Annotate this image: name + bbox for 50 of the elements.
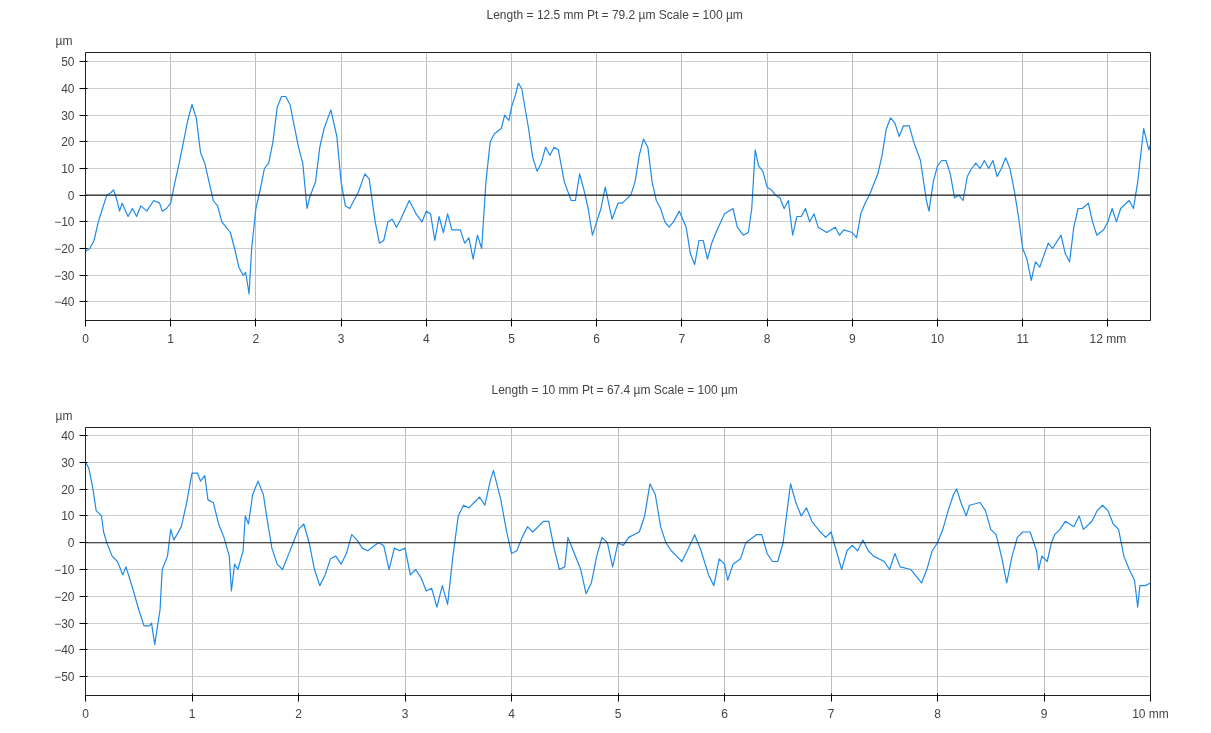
x-tick-label: 12 mm xyxy=(1089,331,1127,346)
y-tick-label: −10 xyxy=(54,563,75,578)
x-tick-label: 9 xyxy=(1040,706,1048,721)
y-tick-label: −30 xyxy=(54,268,75,283)
line-series xyxy=(85,461,1151,646)
y-tick-label: −40 xyxy=(54,295,75,310)
y-tick-label: 0 xyxy=(67,536,75,551)
x-tick-label: 10 xyxy=(930,331,945,346)
x-tick-label: 7 xyxy=(827,706,835,721)
y-tick-label: 50 xyxy=(61,55,75,70)
y-tick-label: 30 xyxy=(61,108,75,123)
x-tick-label: 3 xyxy=(401,706,409,721)
x-tick-label: 5 xyxy=(508,331,516,346)
x-tick-label: 4 xyxy=(422,331,430,346)
y-tick-label: −50 xyxy=(54,670,75,685)
x-tick-label: 0 xyxy=(82,331,90,346)
x-tick-label: 6 xyxy=(721,706,729,721)
y-tick-label: −10 xyxy=(54,215,75,230)
chart-title: Length = 12.5 mm Pt = 79.2 µm Scale = 100 µm xyxy=(486,7,743,22)
y-tick-label: −20 xyxy=(54,589,75,604)
x-tick-label: 8 xyxy=(934,706,942,721)
y-tick-label: −20 xyxy=(54,242,75,256)
y-tick-label: 10 xyxy=(61,162,75,176)
y-tick-label: −40 xyxy=(54,643,75,658)
y-axis-title: µm xyxy=(55,33,73,48)
x-tick-label: 8 xyxy=(763,331,771,346)
x-tick-label: 1 xyxy=(188,706,196,721)
line-series xyxy=(85,82,1151,295)
x-tick-label: 7 xyxy=(678,331,686,346)
x-tick-label: 11 xyxy=(1016,331,1030,346)
y-tick-label: 20 xyxy=(61,135,75,150)
y-tick-label: 20 xyxy=(61,482,75,497)
y-tick-label: 0 xyxy=(67,188,75,203)
x-tick-label: 9 xyxy=(848,331,856,346)
y-tick-label: 40 xyxy=(61,82,75,96)
x-tick-label: 0 xyxy=(82,706,90,721)
y-tick-label: 40 xyxy=(61,429,75,444)
x-tick-label: 1 xyxy=(167,331,175,346)
x-tick-label: 10 mm xyxy=(1132,706,1169,721)
y-tick-label: −30 xyxy=(54,616,75,631)
x-tick-label: 6 xyxy=(593,331,601,346)
x-tick-label: 5 xyxy=(614,706,622,721)
y-tick-label: 30 xyxy=(61,455,75,470)
x-tick-label: 2 xyxy=(252,331,260,346)
y-tick-label: 10 xyxy=(61,509,75,524)
y-axis-title: µm xyxy=(55,408,73,423)
x-tick-label: 2 xyxy=(295,706,303,721)
chart-title: Length = 10 mm Pt = 67.4 µm Scale = 100 µm xyxy=(491,382,738,397)
x-tick-label: 3 xyxy=(337,331,345,346)
x-tick-label: 4 xyxy=(508,706,516,721)
